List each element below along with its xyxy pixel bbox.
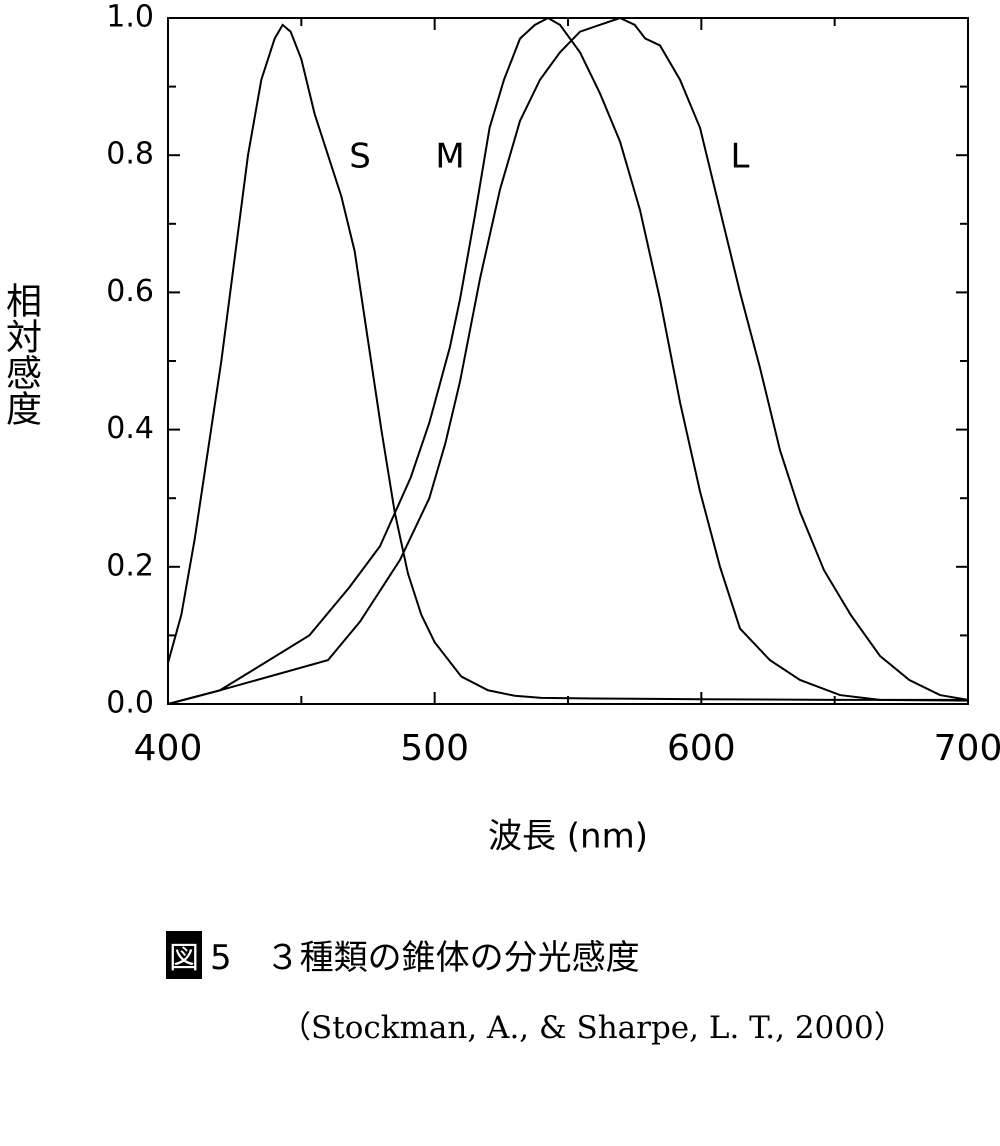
x-axis-label: 波長 (nm)	[488, 817, 648, 857]
source: （Stockman, A., & Sharpe, L. T., 2000）	[280, 1010, 905, 1046]
x-tick-label: 400	[134, 728, 203, 769]
y-tick-label: 0.2	[106, 548, 154, 583]
series-line	[167, 23, 968, 701]
series-label: M	[435, 137, 464, 177]
figure-label: 図	[166, 930, 202, 979]
x-tick-label: 700	[934, 728, 1000, 769]
y-tick-label: 0.0	[106, 686, 154, 721]
y-tick-label: 0.4	[106, 411, 154, 446]
y-tick-label: 0.8	[106, 137, 154, 172]
plot-frame	[167, 17, 969, 705]
y-tick-label: 1.0	[106, 0, 154, 35]
series-label: L	[731, 137, 750, 177]
x-tick-label: 500	[400, 728, 469, 769]
series-line	[167, 16, 969, 705]
y-axis-label: 相対感度	[0, 282, 41, 426]
caption-text: 5 ３種類の錐体の分光感度	[210, 938, 640, 978]
series-label: S	[349, 137, 371, 177]
y-tick-label: 0.6	[106, 274, 154, 309]
x-tick-label: 600	[667, 728, 736, 769]
series-line	[167, 16, 969, 705]
